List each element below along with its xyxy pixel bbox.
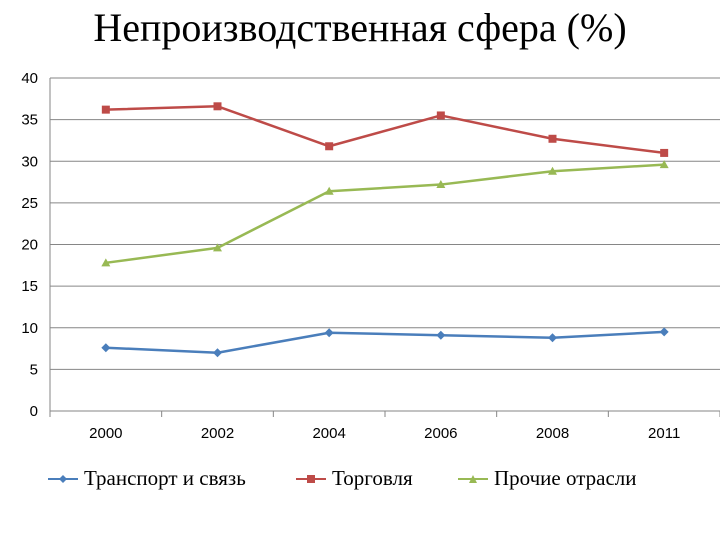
legend-label-other: Прочие отрасли [494,466,637,490]
legend: Транспорт и связь Торговля Прочие отрасл… [0,466,720,496]
y-tick-label-30: 30 [21,153,38,170]
data-point [548,134,557,143]
legend-item-trade: Торговля [296,466,413,491]
series-line-0 [105,330,665,354]
data-point [213,102,222,111]
x-tick-labels: 2000 2002 2004 2006 2008 2011 [89,425,680,442]
x-tick-label-2000: 2000 [89,425,122,442]
series-line-1 [105,105,665,155]
data-point [659,327,669,337]
data-point [324,328,334,338]
data-point [324,186,334,195]
legend-label-trade: Торговля [332,466,413,490]
y-tick-labels: 0 5 10 15 20 25 30 35 40 [21,70,38,420]
data-point [325,142,334,151]
x-tick-label-2006: 2006 [424,425,457,442]
data-point [101,343,111,353]
y-tick-label-15: 15 [21,278,38,295]
y-tick-label-25: 25 [21,195,38,212]
x-tick-label-2004: 2004 [312,425,345,442]
data-point [101,105,110,114]
y-tick-label-0: 0 [30,403,38,420]
legend-swatch-other [458,474,488,483]
data-point [436,330,446,340]
series-line-2 [105,163,665,265]
x-tick-label-2002: 2002 [201,425,234,442]
legend-item-transport: Транспорт и связь [48,466,246,491]
chart-title: Непроизводственная сфера (%) [93,5,627,50]
data-point [660,148,669,157]
data-point [548,166,557,175]
series-0 [101,327,669,358]
data-point [101,258,111,267]
y-tick-label-5: 5 [30,361,38,378]
legend-item-other: Прочие отрасли [458,466,637,491]
x-tick-label-2008: 2008 [536,425,569,442]
data-point [659,160,669,169]
series-1 [101,102,669,157]
data-point [436,180,446,189]
data-point [213,348,222,358]
series-2 [101,160,669,267]
data-point [213,243,222,252]
grid-lines [50,77,720,370]
x-tick-label-2011: 2011 [648,425,680,442]
y-tick-label-35: 35 [21,112,38,129]
data-point [436,111,445,120]
series-lines [101,102,669,358]
legend-swatch-transport [48,474,78,483]
y-tick-label-40: 40 [21,70,38,87]
data-point [548,333,557,343]
y-tick-label-20: 20 [21,237,38,254]
legend-swatch-trade [296,474,326,483]
y-tick-label-10: 10 [21,320,38,337]
axes [49,78,720,417]
legend-label-transport: Транспорт и связь [84,466,246,490]
